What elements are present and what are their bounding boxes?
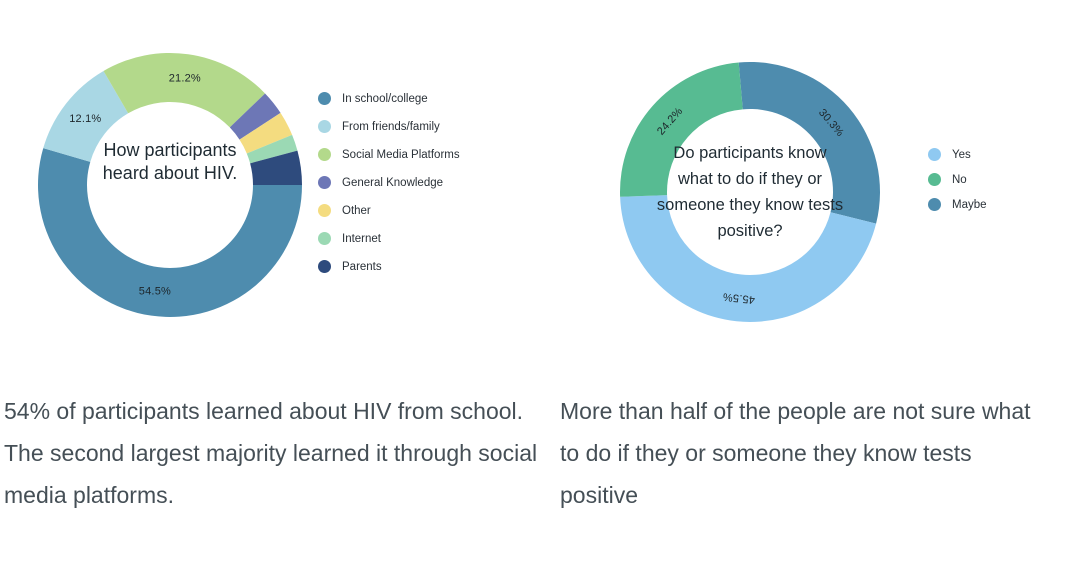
legend-color-dot xyxy=(318,232,331,245)
donut-chart-know-what-to-do: 30.3%45.5%24.2% xyxy=(620,61,880,322)
legend-color-dot xyxy=(318,204,331,217)
donut-segment-general-knowledge xyxy=(229,93,281,140)
legend-item-no: No xyxy=(928,173,987,186)
legend-label: Parents xyxy=(342,260,382,273)
legend-color-dot xyxy=(318,176,331,189)
donut-segment-social-media-platforms xyxy=(103,52,266,128)
legend-label: General Knowledge xyxy=(342,176,444,189)
legend-item-from-friends-family: From friends/family xyxy=(318,120,460,133)
segment-pct-label-yes: 45.5% xyxy=(722,290,755,305)
donut-chart-how-heard-about-hiv: 54.5% 12.1% 21.2% xyxy=(38,52,303,317)
legend-color-dot xyxy=(318,148,331,161)
chart-center-title-how-heard: How participants heard about HIV. xyxy=(102,140,238,183)
donut-segment-in-school-college xyxy=(38,148,303,317)
segment-pct-label-from-friends-family: 12.1% xyxy=(69,113,101,125)
legend-item-yes: Yes xyxy=(928,148,987,161)
legend-item-other: Other xyxy=(318,204,460,217)
legend-label: Maybe xyxy=(952,198,987,211)
legend-color-dot xyxy=(318,92,331,105)
legend-label: Internet xyxy=(342,232,381,245)
chart-center-title-know-what-to-do: Do participants know what to do if they … xyxy=(656,144,844,240)
donut-segment-internet xyxy=(246,134,298,164)
donut-segment-parents xyxy=(250,150,302,185)
chart-legend-know-what-to-do: Yes No Maybe xyxy=(928,148,987,211)
caption-how-heard: 54% of participants learned about HIV fr… xyxy=(4,398,538,508)
legend-color-dot xyxy=(928,198,941,211)
segment-pct-label-in-school-college: 54.5% xyxy=(139,285,171,297)
legend-color-dot xyxy=(318,120,331,133)
donut-segment-yes xyxy=(620,195,877,322)
chart-legend-how-heard: In school/college From friends/family Soci… xyxy=(318,92,460,273)
legend-item-maybe: Maybe xyxy=(928,198,987,211)
legend-label: No xyxy=(952,173,967,186)
donut-segment-maybe xyxy=(738,61,880,224)
donut-segment-from-friends-family xyxy=(43,70,129,162)
legend-label: Social Media Platforms xyxy=(342,148,460,161)
legend-item-internet: Internet xyxy=(318,232,460,245)
donut-segment-no xyxy=(620,62,743,197)
segment-pct-label-social-media-platforms: 21.2% xyxy=(169,73,201,85)
legend-label: Yes xyxy=(952,148,971,161)
legend-item-parents: Parents xyxy=(318,260,460,273)
legend-color-dot xyxy=(318,260,331,273)
legend-color-dot xyxy=(928,173,941,186)
legend-item-in-school-college: In school/college xyxy=(318,92,460,105)
legend-label: In school/college xyxy=(342,92,428,105)
legend-color-dot xyxy=(928,148,941,161)
legend-label: From friends/family xyxy=(342,120,440,133)
donut-segment-other xyxy=(239,112,293,154)
legend-item-general-knowledge: General Knowledge xyxy=(318,176,460,189)
caption-know-what-to-do: More than half of the people are not sur… xyxy=(560,398,1031,508)
legend-item-social-media-platforms: Social Media Platforms xyxy=(318,148,460,161)
legend-label: Other xyxy=(342,204,371,217)
